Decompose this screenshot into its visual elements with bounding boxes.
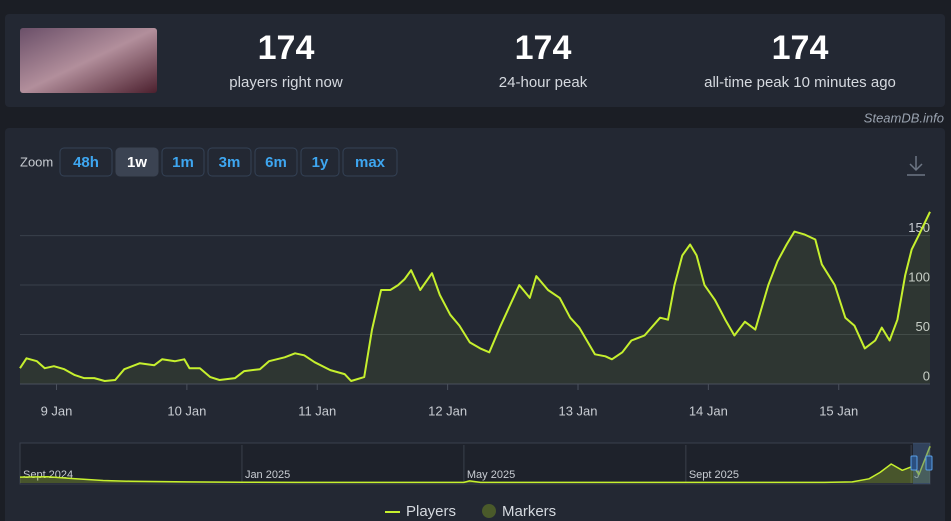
stat-value: 174 [772, 29, 829, 67]
zoom-button-label[interactable]: 1m [172, 154, 194, 171]
zoom-button[interactable] [342, 147, 398, 177]
area [20, 211, 930, 384]
navigator-handle[interactable] [910, 455, 918, 471]
zoom-button-label[interactable]: 1w [127, 154, 147, 171]
x-tick-label: 11 Jan [298, 403, 336, 418]
x-tick-label: Sept 2025 [689, 469, 739, 481]
zoom-button-label[interactable]: max [355, 154, 386, 171]
stat-value: 174 [258, 29, 315, 67]
x-tick-label: 13 Jan [558, 403, 597, 418]
y-tick-label: 0 [923, 368, 930, 383]
zoom-button-label[interactable]: 1y [312, 154, 329, 171]
x-tick-label: May 2025 [467, 469, 515, 481]
legend-label[interactable]: Players [406, 503, 456, 520]
navigator-selection[interactable] [913, 443, 930, 484]
y-tick-label: 100 [908, 269, 930, 284]
series-line [19, 446, 931, 484]
zoom-button[interactable] [115, 147, 159, 177]
zoom-button-label[interactable]: 48h [73, 154, 99, 171]
stat-label: 24-hour peak [499, 74, 588, 91]
zoom-label: Zoom [20, 154, 53, 169]
x-tick-label: 14 Jan [689, 403, 728, 418]
x-tick-label: 12 Jan [428, 403, 467, 418]
x-tick-label: 9 Jan [41, 403, 73, 418]
zoom-button-label[interactable]: 6m [265, 154, 287, 171]
game-image-tint [20, 28, 157, 93]
stat-label: all-time peak 10 minutes ago [704, 74, 896, 91]
watermark: SteamDB.info [864, 110, 944, 125]
zoom-button[interactable] [161, 147, 205, 177]
navigator[interactable] [19, 442, 931, 485]
chart-card [5, 128, 945, 521]
download-arrow [909, 163, 923, 172]
stat-value: 174 [515, 29, 572, 67]
series-line [19, 211, 931, 382]
y-tick-label: 50 [916, 319, 930, 334]
zoom-button[interactable] [300, 147, 340, 177]
x-tick-label: 10 Jan [167, 403, 206, 418]
zoom-button[interactable] [59, 147, 113, 177]
zoom-button[interactable] [207, 147, 252, 177]
zoom-button-label[interactable]: 3m [219, 154, 241, 171]
game-image [20, 28, 157, 93]
x-tick-label: Jan 2025 [245, 469, 290, 481]
x-tick-label: J [914, 469, 920, 481]
stat-label: players right now [229, 74, 343, 91]
download-icon[interactable] [907, 156, 925, 176]
legend-label[interactable]: Markers [502, 503, 556, 520]
zoom-button[interactable] [254, 147, 298, 177]
legend-swatch [482, 504, 496, 518]
navigator-handle[interactable] [925, 455, 933, 471]
x-tick-label: 15 Jan [819, 403, 858, 418]
stats-card [5, 14, 945, 107]
